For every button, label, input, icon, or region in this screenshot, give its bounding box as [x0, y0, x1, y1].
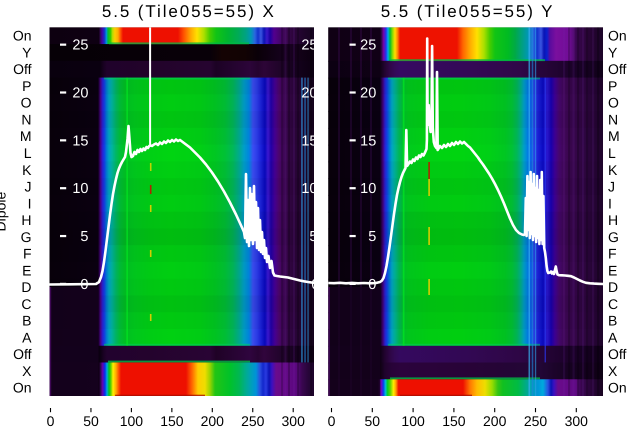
svg-text:B: B [608, 313, 617, 329]
svg-text:D: D [21, 279, 31, 295]
svg-text:0: 0 [311, 277, 319, 293]
svg-text:C: C [608, 296, 618, 312]
svg-text:G: G [608, 229, 619, 245]
svg-text:5: 5 [80, 229, 88, 245]
svg-text:10: 10 [72, 181, 88, 197]
svg-text:Dipole: Dipole [0, 192, 9, 232]
svg-text:300: 300 [282, 413, 306, 429]
svg-text:M: M [608, 128, 620, 144]
svg-text:D: D [608, 279, 618, 295]
svg-text:K: K [608, 162, 618, 178]
svg-text:50: 50 [83, 413, 99, 429]
svg-text:N: N [21, 112, 31, 128]
svg-text:M: M [20, 128, 32, 144]
svg-text:X: X [22, 363, 32, 379]
svg-text:15: 15 [72, 133, 88, 149]
svg-text:Off: Off [608, 61, 627, 77]
svg-text:250: 250 [241, 413, 265, 429]
svg-text:G: G [21, 229, 32, 245]
svg-text:H: H [608, 212, 618, 228]
svg-text:15: 15 [301, 133, 317, 149]
svg-text:O: O [21, 95, 32, 111]
svg-text:150: 150 [442, 413, 466, 429]
svg-text:On: On [13, 28, 32, 44]
svg-text:E: E [22, 262, 31, 278]
svg-text:J: J [608, 179, 615, 195]
svg-text:150: 150 [160, 413, 184, 429]
svg-text:10: 10 [360, 181, 376, 197]
svg-text:F: F [23, 246, 32, 262]
svg-text:Off: Off [13, 346, 32, 362]
svg-text:X: X [608, 363, 618, 379]
svg-text:On: On [608, 28, 627, 44]
svg-text:I: I [28, 195, 32, 211]
svg-text:0: 0 [80, 277, 88, 293]
svg-text:On: On [13, 380, 32, 396]
svg-text:0: 0 [368, 277, 376, 293]
svg-text:5.5 (Tile055=55) X: 5.5 (Tile055=55) X [102, 2, 276, 21]
svg-text:300: 300 [565, 413, 589, 429]
svg-text:20: 20 [72, 86, 88, 102]
svg-text:F: F [608, 246, 617, 262]
svg-text:I: I [608, 195, 612, 211]
svg-text:100: 100 [401, 413, 425, 429]
svg-text:H: H [21, 212, 31, 228]
svg-text:10: 10 [301, 181, 317, 197]
svg-text:P: P [22, 78, 31, 94]
svg-text:0: 0 [47, 413, 55, 429]
svg-text:15: 15 [360, 133, 376, 149]
svg-text:5.5 (Tile055=55) Y: 5.5 (Tile055=55) Y [381, 2, 555, 21]
svg-text:5: 5 [309, 229, 317, 245]
svg-text:200: 200 [201, 413, 225, 429]
svg-text:25: 25 [360, 38, 376, 54]
svg-text:0: 0 [328, 413, 336, 429]
svg-text:Off: Off [608, 346, 627, 362]
svg-text:E: E [608, 262, 617, 278]
svg-text:A: A [608, 329, 618, 345]
svg-text:On: On [608, 380, 627, 396]
svg-text:L: L [608, 145, 616, 161]
svg-text:5: 5 [368, 229, 376, 245]
svg-text:200: 200 [483, 413, 507, 429]
svg-text:Y: Y [608, 44, 618, 60]
svg-text:C: C [21, 296, 31, 312]
svg-text:250: 250 [524, 413, 548, 429]
svg-text:25: 25 [301, 38, 317, 54]
svg-text:25: 25 [72, 38, 88, 54]
svg-text:K: K [22, 162, 32, 178]
svg-text:100: 100 [120, 413, 144, 429]
svg-text:L: L [24, 145, 32, 161]
svg-text:B: B [22, 313, 31, 329]
svg-text:Y: Y [22, 44, 32, 60]
svg-text:O: O [608, 95, 619, 111]
svg-text:Off: Off [13, 61, 32, 77]
svg-text:J: J [25, 179, 32, 195]
svg-text:P: P [608, 78, 617, 94]
svg-text:50: 50 [365, 413, 381, 429]
svg-text:20: 20 [301, 86, 317, 102]
svg-text:20: 20 [360, 86, 376, 102]
svg-text:N: N [608, 112, 618, 128]
svg-text:A: A [22, 329, 32, 345]
